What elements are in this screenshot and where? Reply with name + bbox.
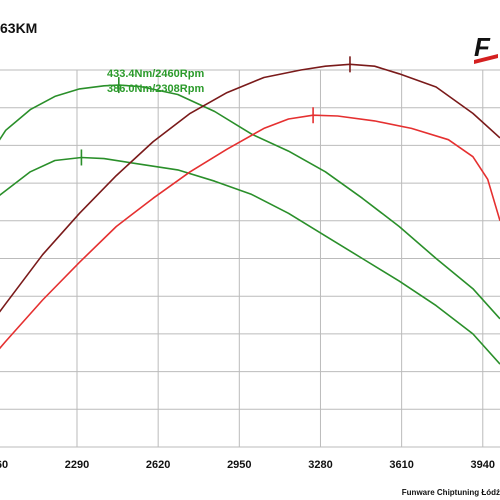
- x-tick-label: 3280: [308, 459, 332, 471]
- chart-series: [0, 56, 500, 365]
- x-tick-label: 3610: [389, 459, 413, 471]
- x-tick-label: 2620: [146, 459, 170, 471]
- svg-text:F: F: [474, 32, 491, 62]
- stock-torque-annotation: 386.0Nm/2308Rpm: [107, 83, 205, 95]
- chart-grid: [0, 69, 500, 448]
- series-line-red: [0, 114, 500, 350]
- funware-logo-icon: F: [472, 30, 500, 70]
- x-tick-label: 1960: [0, 459, 8, 471]
- footer-credit: Funware Chiptuning Łódź: [401, 488, 500, 497]
- series-line-green: [0, 84, 500, 320]
- series-line-green: [0, 156, 500, 365]
- max-torque-annotation: 433.4Nm/2460Rpm: [107, 68, 205, 80]
- x-tick-label: 3940: [471, 459, 495, 471]
- x-tick-label: 2290: [65, 459, 89, 471]
- x-tick-label: 2950: [227, 459, 251, 471]
- x-axis-ticks: 1960 2290 2620 2950 3280 3610 3940: [0, 459, 495, 471]
- chart-title: 63KM: [0, 20, 38, 36]
- series-line-maroon: [0, 63, 500, 313]
